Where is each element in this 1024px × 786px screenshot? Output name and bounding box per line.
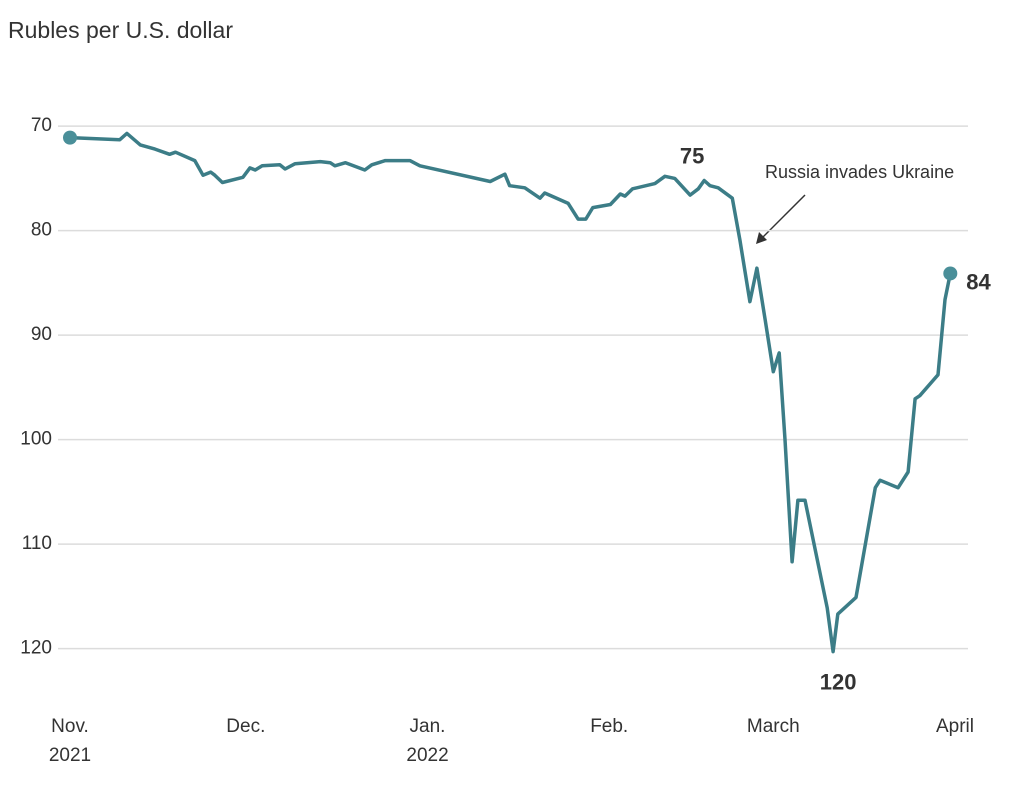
annotation-arrow (759, 194, 806, 241)
x-tick-label: Nov. (51, 716, 89, 737)
value-label: 84 (966, 269, 991, 294)
annotation-arrowhead (756, 232, 767, 244)
x-tick-label: Jan. (410, 716, 446, 737)
y-tick-label: 90 (31, 324, 52, 345)
line (69, 131, 953, 654)
y-tick-label: 70 (31, 115, 52, 136)
x-tick-label: Dec. (226, 716, 265, 737)
y-tick-label: 80 (31, 220, 52, 241)
y-tick-label: 110 (22, 533, 52, 554)
x-tick-year: 2021 (49, 745, 91, 766)
value-label: 120 (820, 670, 857, 695)
x-tick-label: Feb. (590, 716, 628, 737)
annotation: Russia invades Ukraine (765, 162, 954, 182)
value-label: 75 (680, 143, 704, 168)
chart-title: Rubles per U.S. dollar (8, 17, 233, 43)
y-tick-label: 120 (20, 638, 52, 659)
x-tick-label: March (747, 716, 800, 737)
y-tick-label: 100 (20, 429, 52, 450)
end-marker (63, 130, 77, 145)
x-tick-label: April (936, 716, 974, 737)
x-tick-year: 2022 (406, 745, 448, 766)
end-marker (943, 266, 958, 281)
